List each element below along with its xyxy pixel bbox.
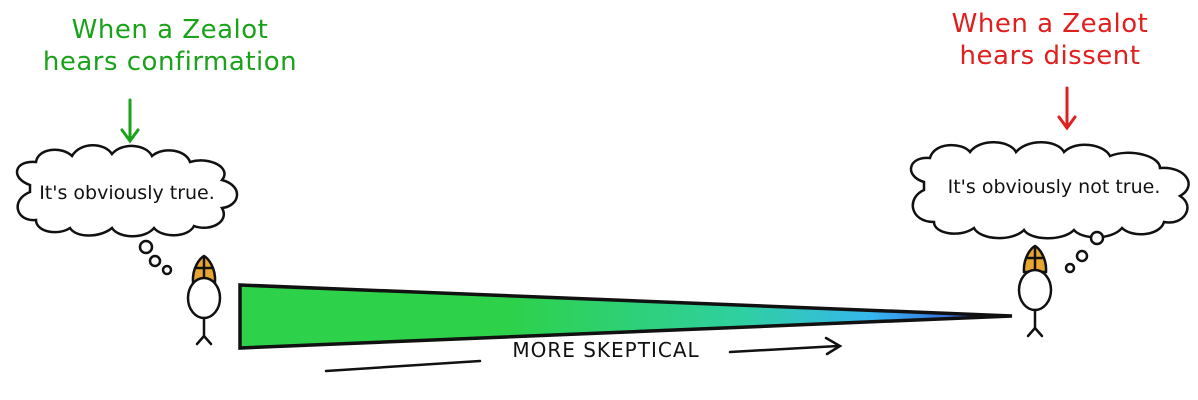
right-zealot-figure [1017, 244, 1053, 338]
left-thought-bubbles [138, 239, 173, 276]
right-caption-line-1: When a Zealot [951, 9, 1149, 39]
right-thought-bubbles [1064, 230, 1105, 274]
skepticism-wedge [238, 283, 1013, 350]
left-down-arrow [120, 98, 140, 144]
left-thought-cloud [16, 144, 239, 238]
left-caption-line-1: When a Zealot [71, 15, 269, 45]
right-thought-text: It's obviously not true. [947, 176, 1161, 198]
left-caption: When a Zealot hears confirmation [20, 14, 320, 78]
right-caption-line-2: hears dissent [959, 41, 1141, 71]
left-thought-text: It's obviously true. [39, 182, 215, 204]
right-caption: When a Zealot hears dissent [930, 8, 1170, 72]
left-caption-line-2: hears confirmation [42, 47, 298, 77]
right-down-arrow [1057, 86, 1077, 131]
skeptical-axis-arrow [324, 336, 843, 373]
right-thought-cloud [910, 141, 1190, 240]
axis-label: MORE SKEPTICAL [512, 338, 700, 362]
left-zealot-figure [186, 254, 222, 346]
